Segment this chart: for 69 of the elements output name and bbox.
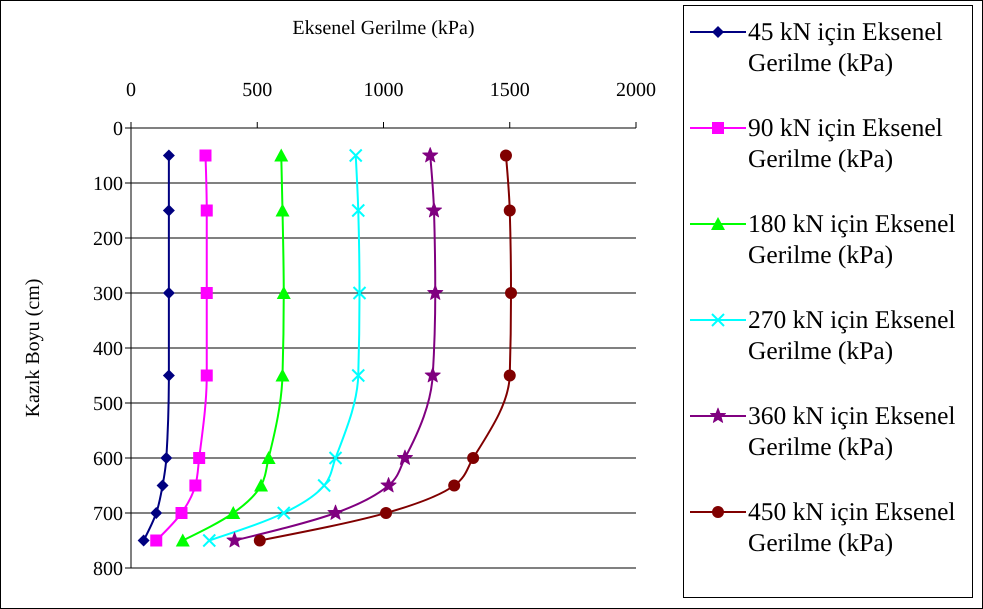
y-tick-label: 800 — [93, 558, 123, 580]
point — [505, 287, 518, 299]
y-tick-label: 500 — [93, 393, 123, 416]
point — [426, 202, 442, 218]
point — [176, 534, 190, 546]
legend-label: 450 kN için Eksenel Gerilme (kPa) — [748, 496, 956, 558]
point — [200, 204, 213, 216]
point — [276, 506, 291, 520]
point — [160, 452, 172, 464]
point — [156, 480, 169, 492]
y-tick-label: 400 — [93, 338, 123, 360]
point — [276, 204, 290, 216]
x-axis-title: Eksenel Gerilme (kPa) — [292, 17, 475, 40]
point — [274, 148, 288, 162]
point — [162, 370, 175, 382]
point — [199, 150, 212, 162]
y-tick-label: 200 — [93, 228, 123, 250]
point — [162, 204, 175, 216]
legend-label: 360 kN için Eksenel Gerilme (kPa) — [748, 400, 956, 462]
point — [189, 480, 202, 492]
legend-label: 90 kN için Eksenel Gerilme (kPa) — [748, 112, 944, 174]
point — [276, 286, 291, 299]
y-tick-label: 0 — [113, 118, 123, 140]
point — [352, 286, 367, 300]
x-tick-label: 2000 — [616, 79, 656, 101]
point — [448, 480, 460, 492]
point — [162, 150, 175, 162]
point — [262, 451, 276, 464]
y-tick-label: 100 — [93, 173, 123, 196]
x-tick-label: 1500 — [490, 79, 530, 101]
point — [328, 451, 343, 465]
point — [150, 534, 162, 546]
point — [396, 450, 413, 465]
x-tick-label: 1000 — [364, 79, 404, 101]
point — [348, 148, 363, 162]
point — [200, 287, 213, 299]
y-tick-label: 700 — [93, 503, 123, 526]
y-tick-label: 300 — [93, 283, 123, 306]
point — [226, 532, 243, 548]
point — [504, 204, 516, 216]
point — [351, 368, 366, 382]
point — [254, 478, 268, 492]
legend-label: 45 kN için Eksenel Gerilme (kPa) — [748, 16, 944, 78]
point — [193, 452, 206, 464]
point — [317, 478, 332, 492]
point — [328, 504, 344, 520]
point — [138, 534, 150, 546]
point — [202, 534, 216, 548]
point — [467, 452, 480, 464]
point — [351, 204, 366, 218]
point — [504, 370, 516, 382]
point — [176, 507, 188, 519]
point — [424, 367, 441, 382]
point — [380, 507, 392, 519]
legend-label: 180 kN için Eksenel Gerilme (kPa) — [748, 208, 956, 270]
x-tick-label: 500 — [242, 79, 272, 101]
point — [200, 370, 213, 382]
point — [150, 507, 162, 519]
point — [427, 284, 444, 300]
point — [162, 287, 175, 299]
point — [254, 534, 266, 546]
point — [380, 477, 397, 492]
y-tick-label: 600 — [93, 448, 123, 470]
point — [422, 147, 438, 162]
point — [226, 506, 240, 519]
y-axis-title: Kazık Boyu (cm) — [22, 278, 44, 418]
legend-label: 270 kN için Eksenel Gerilme (kPa) — [748, 304, 956, 366]
point — [500, 150, 512, 162]
point — [276, 368, 290, 382]
